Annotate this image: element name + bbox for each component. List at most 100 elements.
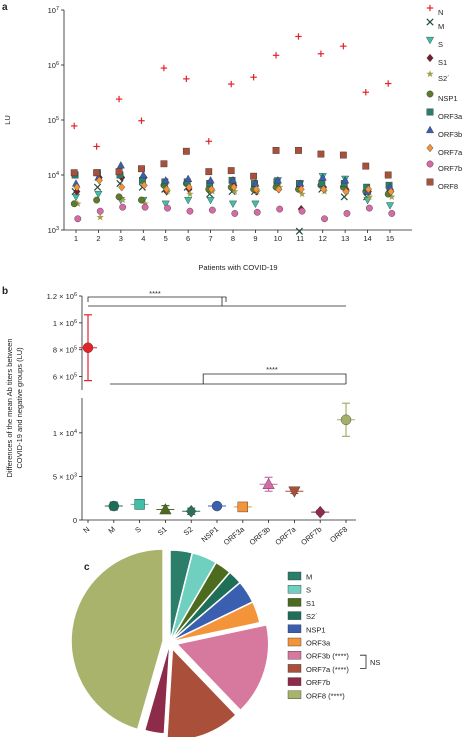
a-xtick-label-9: 10 <box>274 234 282 243</box>
b-xtick-label-10: ORF8 <box>328 525 349 545</box>
b-ytick-lower-label-2: 0 <box>73 516 77 525</box>
a-point-S2´-8 <box>231 187 239 195</box>
a-point-S2´-4 <box>141 199 149 207</box>
a-legend-label-3: S1 <box>438 58 447 67</box>
a-xtick-label-4: 5 <box>164 234 168 243</box>
a-point-ORF7b-13 <box>343 210 351 217</box>
c-legend-swatch-7 <box>287 664 302 673</box>
a-point-N-1 <box>71 122 78 130</box>
b-point-ORF7a <box>288 486 301 498</box>
c-ns-label: NS <box>370 658 380 667</box>
c-legend-swatch-6 <box>287 651 302 660</box>
a-ytick-label-1: 104 <box>48 171 59 180</box>
a-point-ORF7b-15 <box>388 210 396 217</box>
a-legend-marker-1-b <box>426 18 434 26</box>
b-y-axis-title-line2: COVID-19 and negative groups (LU) <box>15 347 24 469</box>
a-legend-label-1: M <box>438 22 444 31</box>
a-point-ORF3b-4 <box>139 170 148 179</box>
a-point-N-7 <box>205 138 212 145</box>
b-point-ORF3b <box>262 477 275 489</box>
a-xtick-label-12: 13 <box>341 234 349 243</box>
a-point-ORF7b-7 <box>208 206 216 214</box>
a-point-ORF8-3 <box>115 168 123 176</box>
a-xtick-label-5: 6 <box>186 234 190 243</box>
a-point-N-11 <box>295 33 302 40</box>
a-point-S-15 <box>385 202 395 210</box>
a-point-S-5 <box>161 200 170 209</box>
b-point-M <box>108 500 120 512</box>
c-slice-7 <box>166 646 238 737</box>
a-legend-label-7: ORF3b <box>438 130 462 139</box>
a-point-ORF8-9 <box>250 172 258 180</box>
a-point-ORF7a-9 <box>252 185 260 194</box>
a-point-ORF7a-15 <box>387 187 395 196</box>
a-ytick-label-4: 107 <box>48 6 59 15</box>
a-point-N-8 <box>228 80 235 88</box>
a-point-ORF3b-3 <box>116 161 125 169</box>
a-point-NSP1-2 <box>93 196 101 204</box>
b-ytick-upper-label-0: 1.2 × 106 <box>47 292 77 301</box>
c-legend-label-4: NSP1 <box>306 625 326 634</box>
a-point-N-10 <box>272 52 280 59</box>
a-legend-marker-0 <box>426 4 434 12</box>
a-legend-marker-4 <box>426 70 434 78</box>
c-legend-label-2: S1 <box>306 599 315 608</box>
a-point-ORF8-4 <box>138 165 145 173</box>
a-point-ORF7a-12 <box>320 185 328 194</box>
a-xtick-label-7: 8 <box>231 234 235 243</box>
b-point-S2 <box>185 504 197 518</box>
a-point-N-6 <box>183 75 190 83</box>
c-slice-5 <box>169 600 261 643</box>
a-point-ORF7b-9 <box>253 208 261 216</box>
a-point-N-5 <box>160 64 168 72</box>
a-point-N-4 <box>138 117 145 124</box>
a-point-S-8 <box>228 200 238 209</box>
a-point-ORF7b-1 <box>74 215 82 223</box>
b-ytick-lower-label-1: 5 × 103 <box>53 472 77 481</box>
a-xtick-label-11: 12 <box>319 234 327 243</box>
c-slice-9 <box>70 548 164 731</box>
a-point-ORF8-7 <box>205 168 213 176</box>
a-xtick-label-6: 7 <box>208 234 212 243</box>
a-point-ORF7b-12 <box>321 215 328 223</box>
b-xtick-label-5: NSP1 <box>199 525 220 544</box>
a-y-axis-title: LU <box>3 115 12 125</box>
a-point-N-2 <box>93 143 100 150</box>
a-legend-label-8: ORF7a <box>438 148 463 157</box>
a-point-ORF7b-4 <box>141 203 149 211</box>
a-point-S-2 <box>94 190 103 199</box>
a-legend-label-4: S2´ <box>438 74 450 83</box>
b-annotation-1: **** <box>266 365 278 374</box>
a-point-ORF3b-6 <box>184 174 193 182</box>
a-xtick-label-14: 15 <box>386 234 394 243</box>
c-ns-bracket <box>360 654 367 669</box>
a-point-NSP1-4 <box>138 196 145 204</box>
b-xtick-label-3: S1 <box>156 525 169 538</box>
b-point-NSP1 <box>211 500 223 512</box>
c-slice-6 <box>175 623 270 712</box>
a-point-S2´-14 <box>365 193 374 200</box>
a-legend-marker-6 <box>426 108 434 116</box>
b-xtick-label-2: S <box>133 525 143 535</box>
a-point-N-15 <box>385 80 392 87</box>
a-legend-label-6: ORF3a <box>438 112 463 121</box>
a-point-ORF7b-8 <box>231 210 239 217</box>
a-point-ORF8-8 <box>227 167 235 175</box>
chart-panel-b: 1.2 × 106 1 × 106 8 × 105 6 × 105 1 × 104 5 ×… <box>5 289 356 547</box>
b-xtick-label-7: ORF3b <box>248 525 272 547</box>
a-point-ORF8-13 <box>339 151 347 159</box>
a-point-M-2 <box>93 183 102 191</box>
panel-label-b: b <box>2 286 8 297</box>
a-legend-label-5: NSP1 <box>438 94 458 103</box>
b-xtick-label-0: N <box>81 525 91 535</box>
a-point-S2´-1 <box>74 199 82 207</box>
b-point-N <box>82 342 94 353</box>
a-legend-marker-9 <box>426 160 434 168</box>
a-point-ORF7b-5 <box>164 204 171 212</box>
a-point-ORF3b-7 <box>206 176 215 184</box>
b-xtick-label-8: ORF7a <box>273 524 298 547</box>
a-legend-marker-10 <box>426 178 434 186</box>
c-legend-swatch-8 <box>287 677 302 686</box>
b-y-axis-title-line1: Differences of the mean Ab titers betwee… <box>5 338 14 477</box>
a-point-S2´-6 <box>186 190 194 198</box>
